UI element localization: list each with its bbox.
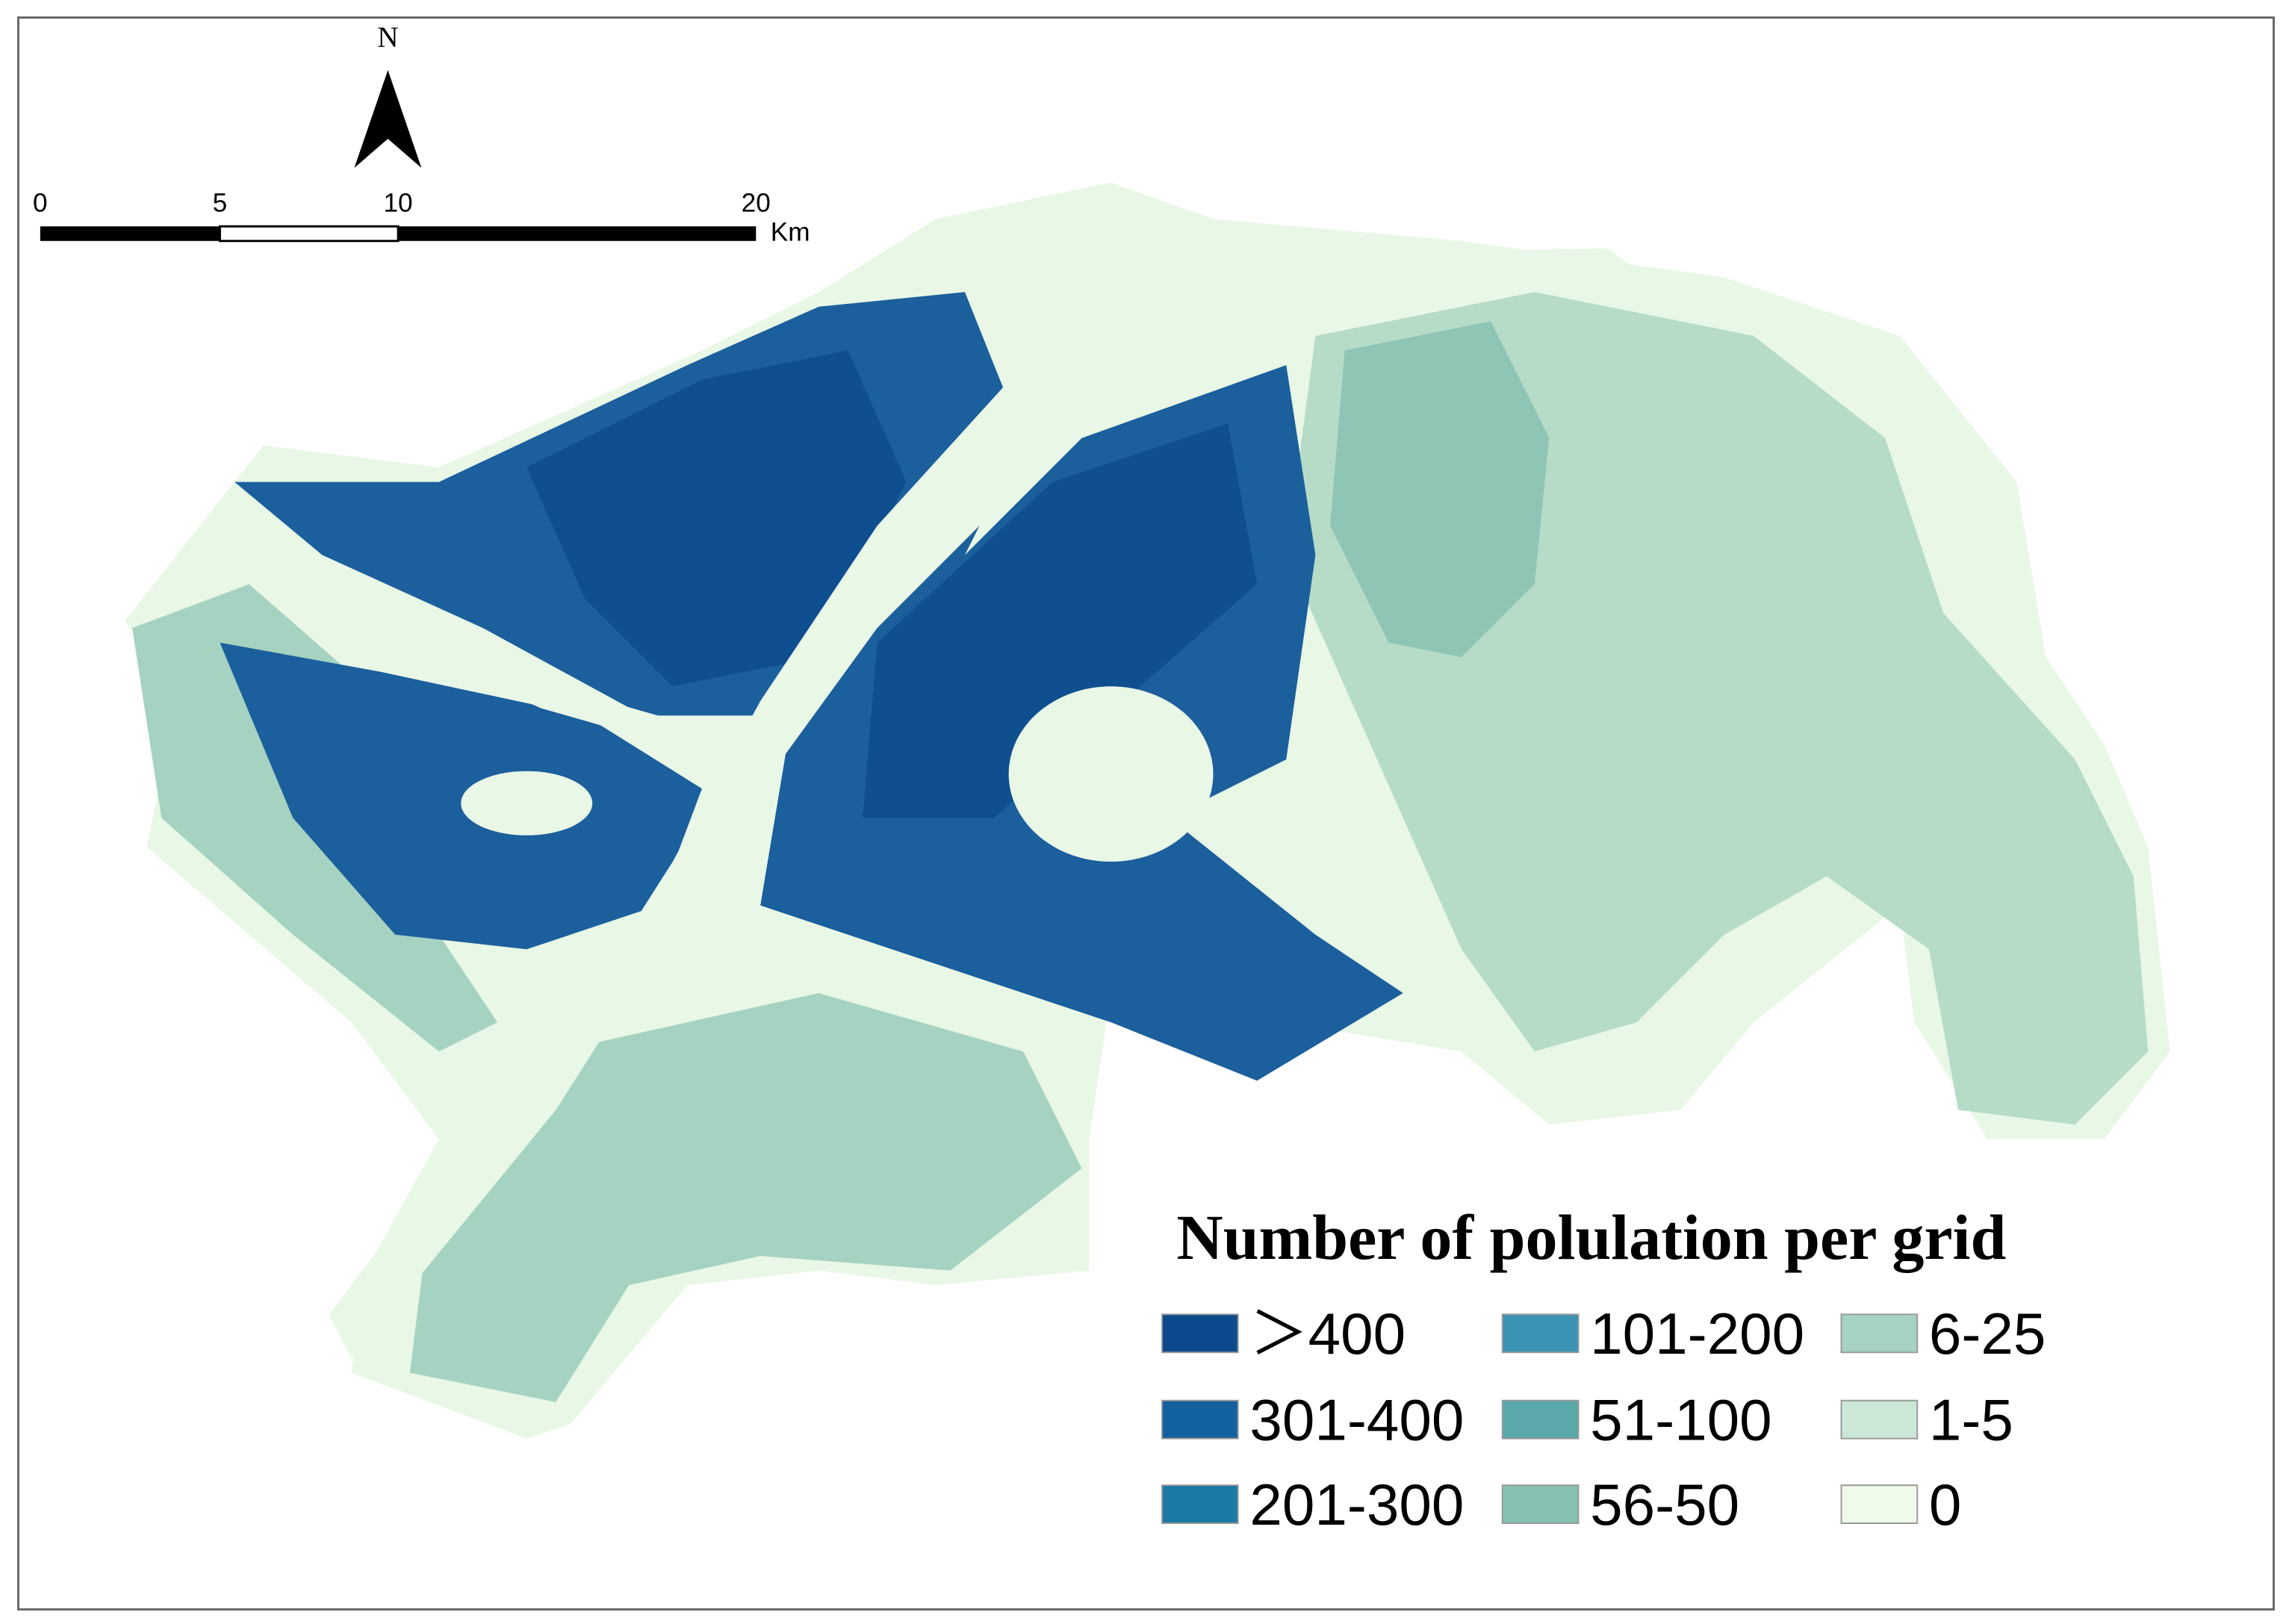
scale-tick-label: 0	[33, 189, 48, 218]
high-density-area	[863, 423, 1258, 818]
scale-bar-segment	[40, 226, 220, 241]
legend-label: ＞400	[1249, 1301, 1406, 1366]
legend-swatch	[1161, 1484, 1239, 1525]
scale-tick-label: 5	[213, 189, 228, 218]
legend-title: Number of polulation per grid	[1177, 1201, 2007, 1273]
high-density-area	[527, 350, 907, 687]
scale-tick-label: 20	[742, 189, 771, 218]
legend-label: 0	[1929, 1472, 1962, 1537]
low-density-area	[409, 993, 1082, 1402]
legend-swatch	[1501, 1313, 1580, 1354]
legend-swatch	[1840, 1484, 1919, 1525]
legend-swatch	[1161, 1313, 1239, 1354]
legend-swatch	[1840, 1313, 1919, 1354]
scale-bar-segment	[398, 226, 757, 241]
north-arrow	[354, 69, 422, 168]
scale-tick-label: 10	[383, 189, 412, 218]
legend-swatch	[1501, 1484, 1580, 1525]
open-space	[461, 771, 593, 836]
medium-density-area	[1329, 321, 1550, 658]
legend-label: 201-300	[1249, 1472, 1464, 1537]
legend-label: 6-25	[1929, 1301, 2046, 1366]
scale-bar-segment	[218, 225, 400, 243]
legend-swatch	[1840, 1399, 1919, 1440]
scale-unit: Km	[771, 218, 810, 247]
tributary	[314, 584, 761, 748]
river	[329, 248, 1637, 1359]
legend-swatch	[1501, 1399, 1580, 1440]
north-label: N	[377, 22, 398, 54]
legend-label: 301-400	[1249, 1387, 1464, 1453]
legend-label: 51-100	[1590, 1387, 1772, 1453]
legend: ＞400 301-400 201-300 101-200 51-100 56-50 6-25…	[1161, 1301, 2046, 1537]
legend-label: 1-5	[1929, 1387, 2013, 1453]
legend-swatch	[1161, 1399, 1239, 1440]
legend-label: 101-200	[1590, 1301, 1804, 1366]
open-space	[1008, 686, 1214, 862]
legend-label: 56-50	[1590, 1472, 1739, 1537]
